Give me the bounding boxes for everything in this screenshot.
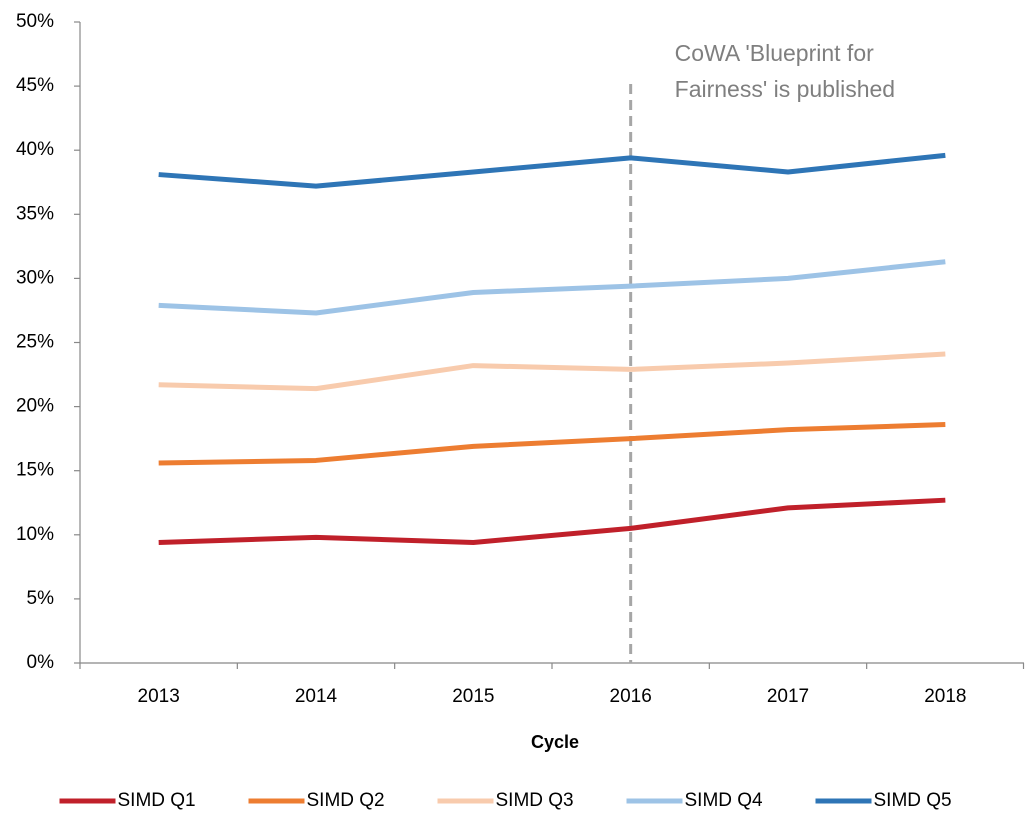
- line-series: [158, 152, 946, 189]
- line-series: [158, 259, 946, 316]
- x-tick-label: 2018: [924, 686, 966, 707]
- annotation-text: Fairness' is published: [675, 76, 895, 102]
- line-series: [158, 422, 946, 466]
- y-tick-label: 35%: [16, 203, 54, 224]
- x-axis-label: Cycle: [531, 732, 579, 752]
- x-tick-label: 2016: [610, 686, 652, 707]
- legend-label: SIMD Q1: [118, 790, 196, 811]
- x-tick-label: 2014: [295, 686, 338, 707]
- x-tick-label: 2017: [767, 686, 809, 707]
- y-tick-label: 10%: [16, 524, 54, 545]
- y-tick-label: 40%: [16, 139, 54, 160]
- legend-label: SIMD Q3: [496, 790, 574, 811]
- line-series: [158, 497, 946, 545]
- line-series: [158, 351, 946, 392]
- annotation-text: CoWA 'Blueprint for: [675, 40, 874, 66]
- x-tick-label: 2013: [138, 686, 180, 707]
- legend-label: SIMD Q4: [685, 790, 764, 811]
- y-tick-label: 30%: [16, 267, 54, 288]
- y-tick-label: 5%: [27, 588, 55, 609]
- y-tick-label: 0%: [27, 652, 55, 673]
- legend-label: SIMD Q2: [307, 790, 385, 811]
- y-tick-label: 45%: [16, 75, 54, 96]
- legend-label: SIMD Q5: [874, 790, 952, 811]
- x-tick-label: 2015: [452, 686, 494, 707]
- y-tick-label: 20%: [16, 396, 54, 417]
- y-tick-label: 50%: [16, 11, 54, 32]
- y-tick-label: 15%: [16, 460, 54, 481]
- y-tick-label: 25%: [16, 332, 54, 353]
